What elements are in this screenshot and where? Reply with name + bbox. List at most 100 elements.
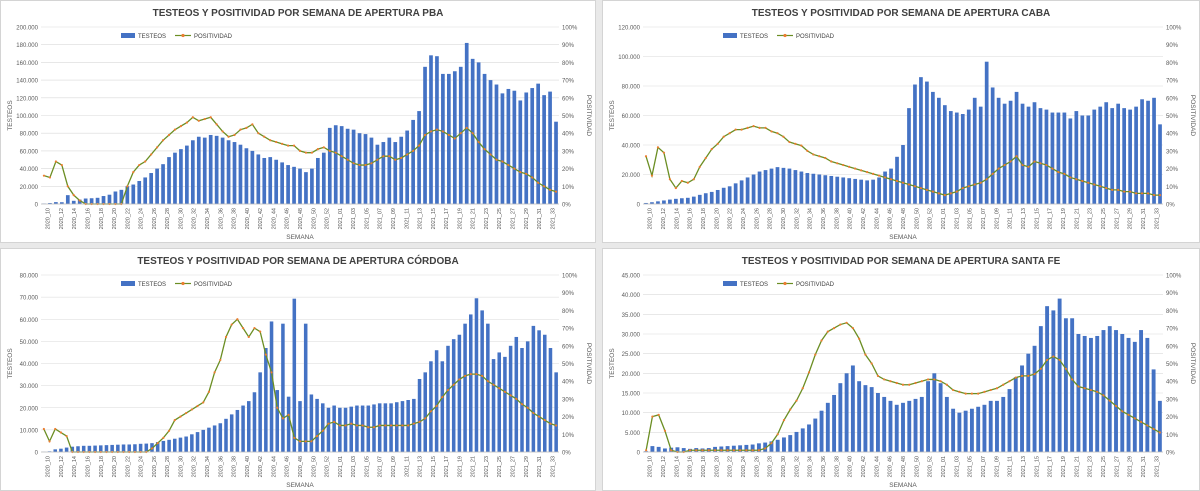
point-positividad	[316, 148, 319, 151]
x-tick-label: 2020_24	[139, 456, 145, 477]
bar-testeos	[143, 177, 148, 204]
x-tick-label: 2021_29	[1128, 456, 1134, 477]
point-positividad	[423, 133, 427, 137]
x-tick-label: 2020_52	[928, 208, 934, 229]
y2-tick-label: 50%	[562, 362, 575, 368]
point-positividad	[1064, 367, 1067, 370]
point-positividad	[447, 133, 450, 137]
bar-testeos	[48, 203, 52, 204]
bar-testeos	[919, 77, 923, 204]
point-positividad	[839, 323, 842, 326]
bar-testeos	[423, 372, 427, 452]
x-tick-label: 2020_50	[914, 456, 920, 477]
point-positividad	[270, 371, 273, 374]
x-tick-label: 2021_03	[954, 456, 960, 477]
bar-testeos	[877, 177, 881, 204]
point-positividad	[663, 429, 667, 432]
point-positividad	[751, 449, 754, 452]
point-positividad	[889, 380, 892, 383]
point-positividad	[407, 424, 410, 427]
bar-testeos	[89, 198, 94, 204]
x-tick-label: 2020_48	[298, 456, 304, 477]
x-tick-label: 2021_23	[1088, 456, 1094, 477]
bar-testeos	[458, 66, 463, 204]
point-positividad	[1039, 367, 1042, 370]
bar-testeos	[65, 195, 70, 204]
x-tick-label: 2020_46	[888, 208, 894, 229]
bar-testeos	[799, 171, 804, 204]
point-positividad	[752, 125, 755, 128]
point-positividad	[400, 156, 403, 160]
bar-testeos	[357, 133, 362, 204]
y-tick-label: 120.000	[16, 96, 38, 102]
bar-testeos	[1146, 100, 1150, 204]
x-tick-label: 2021_05	[364, 456, 370, 477]
point-positividad	[233, 133, 236, 137]
y2-tick-label: 100%	[1166, 274, 1182, 280]
bar-testeos	[518, 100, 523, 204]
point-positividad	[66, 185, 69, 188]
chart-svg: TESTEOS Y POSITIVIDAD POR SEMANA DE APER…	[609, 256, 1196, 489]
bar-testeos	[383, 403, 388, 452]
y-tick-label: 50.000	[20, 340, 39, 346]
bar-testeos	[769, 441, 774, 452]
x-tick-label: 2021_07	[981, 208, 987, 229]
point-positividad	[287, 413, 290, 416]
bar-testeos	[506, 88, 511, 204]
bar-testeos	[190, 140, 195, 204]
point-positividad	[42, 427, 45, 431]
point-positividad	[60, 163, 63, 167]
point-positividad	[475, 373, 478, 376]
legend-label-positividad: POSITIVIDAD	[796, 282, 835, 288]
point-positividad	[908, 383, 911, 386]
point-positividad	[842, 163, 845, 167]
point-positividad	[298, 440, 302, 443]
bar-testeos	[662, 448, 667, 452]
point-positividad	[78, 199, 81, 202]
point-positividad	[1069, 176, 1072, 179]
bar-testeos	[508, 345, 513, 452]
y-tick-label: 30.000	[20, 384, 39, 390]
point-positividad	[259, 330, 262, 333]
x-tick-label: 2020_44	[271, 208, 277, 229]
point-positividad	[483, 148, 486, 151]
point-positividad	[543, 185, 546, 188]
point-positividad	[651, 415, 654, 418]
point-positividad	[298, 149, 302, 152]
point-positividad	[459, 132, 462, 135]
bar-testeos	[476, 62, 481, 205]
bar-testeos	[417, 378, 422, 452]
bar-testeos	[841, 177, 846, 204]
bar-testeos	[919, 396, 924, 452]
y-tick-label: 0	[35, 451, 39, 457]
point-positividad	[656, 146, 660, 149]
bar-testeos	[235, 409, 240, 452]
bar-testeos	[258, 372, 262, 452]
point-positividad	[776, 132, 779, 135]
point-positividad	[276, 406, 279, 409]
bar-testeos	[889, 168, 893, 204]
y2-tick-label: 10%	[562, 433, 575, 439]
bar-testeos	[901, 145, 905, 204]
point-positividad	[860, 169, 863, 172]
x-tick-label: 2020_18	[99, 208, 105, 229]
bar-testeos	[1038, 108, 1043, 204]
x-tick-label: 2020_42	[861, 456, 867, 477]
y-tick-label: 25.000	[622, 352, 641, 358]
point-positividad	[340, 155, 343, 158]
point-positividad	[1114, 404, 1118, 408]
y-tick-label: 80.000	[20, 132, 39, 138]
point-positividad	[945, 383, 948, 386]
bar-testeos	[399, 136, 404, 204]
x-tick-label: 2021_23	[1088, 208, 1094, 229]
bar-testeos	[745, 177, 750, 204]
point-positividad	[644, 155, 648, 158]
x-tick-label: 2020_12	[661, 456, 667, 477]
x-tick-label: 2020_36	[821, 456, 827, 477]
x-tick-label: 2021_31	[1141, 208, 1147, 229]
point-positividad	[429, 410, 433, 413]
point-positividad	[245, 126, 248, 129]
point-positividad	[848, 165, 851, 168]
bar-testeos	[503, 356, 507, 452]
point-positividad	[1027, 165, 1030, 168]
